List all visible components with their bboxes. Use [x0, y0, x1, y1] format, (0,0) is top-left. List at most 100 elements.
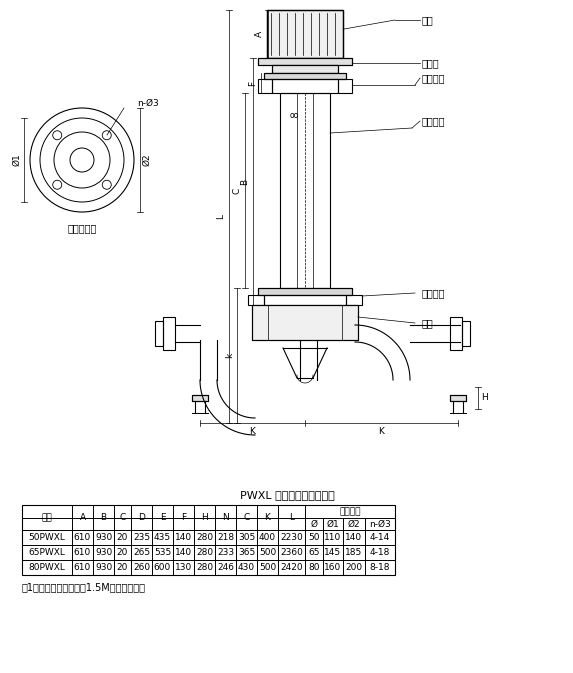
Text: 注1、该表是淨没水深为1.5M的外形尺寸。: 注1、该表是淨没水深为1.5M的外形尺寸。 — [22, 582, 146, 592]
Bar — [258, 79, 272, 93]
Bar — [248, 295, 264, 305]
Text: Ø1: Ø1 — [327, 520, 339, 528]
Text: 930: 930 — [95, 533, 112, 542]
Text: C: C — [119, 513, 125, 522]
Text: 65PWXL: 65PWXL — [29, 548, 65, 557]
Text: PWXL 型排污泵外形尺寸表: PWXL 型排污泵外形尺寸表 — [240, 490, 335, 500]
Text: 2230: 2230 — [280, 533, 303, 542]
Bar — [450, 395, 466, 401]
Text: 型号: 型号 — [42, 513, 52, 522]
Text: 535: 535 — [154, 548, 171, 557]
Text: 500: 500 — [259, 548, 276, 557]
Text: C: C — [244, 513, 250, 522]
Text: 下轴承座: 下轴承座 — [422, 288, 445, 298]
Text: 500: 500 — [259, 563, 276, 572]
Bar — [192, 395, 208, 401]
Bar — [272, 79, 338, 93]
Text: B: B — [241, 178, 249, 184]
Bar — [192, 395, 208, 401]
Bar — [462, 321, 470, 346]
Text: n-Ø3: n-Ø3 — [369, 520, 391, 528]
Text: L: L — [289, 513, 294, 522]
Text: 20: 20 — [117, 548, 128, 557]
Text: 280: 280 — [196, 563, 213, 572]
Text: 600: 600 — [154, 563, 171, 572]
Text: 233: 233 — [217, 548, 234, 557]
Bar — [264, 73, 346, 79]
Text: 930: 930 — [95, 563, 112, 572]
Text: 4-14: 4-14 — [370, 533, 390, 542]
Text: 260: 260 — [133, 563, 150, 572]
Text: 20: 20 — [117, 563, 128, 572]
Text: 610: 610 — [74, 533, 91, 542]
Bar — [267, 10, 343, 58]
Text: 8-18: 8-18 — [370, 563, 390, 572]
Bar — [272, 65, 338, 73]
Text: 泵体: 泵体 — [422, 318, 434, 328]
Text: 4-18: 4-18 — [370, 548, 390, 557]
Bar — [267, 10, 343, 58]
Text: k: k — [226, 353, 234, 358]
Bar — [450, 395, 466, 401]
Text: 80: 80 — [308, 563, 320, 572]
Text: C: C — [233, 187, 241, 194]
Text: 上轴承座: 上轴承座 — [422, 73, 445, 83]
Text: 110: 110 — [324, 533, 342, 542]
Text: A: A — [80, 513, 85, 522]
Text: 235: 235 — [133, 533, 150, 542]
Bar — [450, 317, 462, 350]
Text: 80PWXL: 80PWXL — [29, 563, 65, 572]
Text: 930: 930 — [95, 548, 112, 557]
Text: Ø2: Ø2 — [143, 153, 151, 166]
Bar — [264, 295, 346, 305]
Bar — [252, 305, 358, 340]
Text: 电机: 电机 — [422, 15, 434, 25]
Text: K: K — [250, 427, 256, 435]
Text: B: B — [100, 513, 107, 522]
Text: 265: 265 — [133, 548, 150, 557]
Text: n-Ø3: n-Ø3 — [137, 98, 159, 108]
Text: L: L — [217, 214, 226, 219]
Bar — [258, 58, 352, 65]
Text: 电机座: 电机座 — [422, 58, 439, 68]
Text: 50: 50 — [308, 533, 320, 542]
Bar — [252, 305, 358, 340]
Text: E: E — [160, 513, 166, 522]
Text: 160: 160 — [324, 563, 342, 572]
Text: 610: 610 — [74, 563, 91, 572]
Text: 280: 280 — [196, 533, 213, 542]
Text: 出口法兰: 出口法兰 — [339, 507, 361, 516]
Bar — [338, 79, 352, 93]
Bar — [163, 317, 175, 350]
Text: D: D — [138, 513, 145, 522]
Text: F: F — [249, 81, 257, 85]
Text: 2360: 2360 — [280, 548, 303, 557]
Text: F: F — [181, 513, 186, 522]
Text: 泵出口法兰: 泵出口法兰 — [67, 223, 97, 233]
Bar — [258, 58, 352, 65]
Text: 20: 20 — [117, 533, 128, 542]
Text: 65: 65 — [308, 548, 320, 557]
Text: 365: 365 — [238, 548, 255, 557]
Text: 400: 400 — [259, 533, 276, 542]
Bar — [264, 73, 346, 79]
Text: 145: 145 — [324, 548, 342, 557]
Text: Ø: Ø — [311, 520, 317, 528]
Text: H: H — [201, 513, 208, 522]
Bar — [155, 321, 163, 346]
Text: 50PWXL: 50PWXL — [29, 533, 65, 542]
Bar — [346, 295, 362, 305]
Text: H: H — [482, 394, 488, 402]
Text: N: N — [222, 513, 229, 522]
Text: 435: 435 — [154, 533, 171, 542]
Bar — [258, 288, 352, 295]
Text: 610: 610 — [74, 548, 91, 557]
Text: 筒形支架: 筒形支架 — [422, 116, 445, 126]
Bar — [280, 93, 330, 288]
Text: 430: 430 — [238, 563, 255, 572]
Text: Ø2: Ø2 — [348, 520, 360, 528]
Text: 140: 140 — [346, 533, 363, 542]
Text: 305: 305 — [238, 533, 255, 542]
Text: 140: 140 — [175, 548, 192, 557]
Text: A: A — [254, 31, 264, 37]
